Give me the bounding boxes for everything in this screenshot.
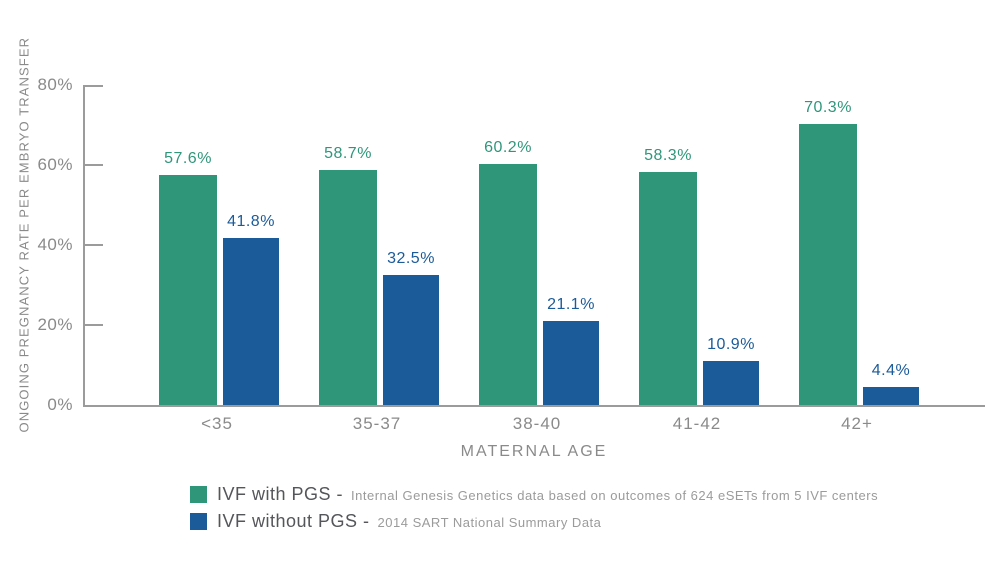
value-label-10.9%: 10.9% bbox=[707, 336, 755, 354]
legend-label-ivf-without-pgs: IVF without PGS - bbox=[217, 510, 370, 531]
y-tick-label-20%: 20% bbox=[37, 315, 73, 334]
legend-detail-ivf-with-pgs: Internal Genesis Genetics data based on … bbox=[351, 487, 879, 503]
bar-ivf-with-pgs-35-37 bbox=[319, 170, 377, 405]
y-tick-80% bbox=[85, 85, 103, 87]
bar-ivf-with-pgs-41-42 bbox=[639, 171, 697, 405]
value-label-60.2%: 60.2% bbox=[484, 139, 532, 157]
x-category-label-42+: 42+ bbox=[841, 414, 873, 433]
bar-ivf-with-pgs-38-40 bbox=[479, 164, 537, 405]
bar-ivf-with-pgs-42+ bbox=[799, 123, 857, 405]
value-label-32.5%: 32.5% bbox=[387, 250, 435, 267]
legend: IVF with PGS - Internal Genesis Genetics… bbox=[190, 483, 878, 537]
x-category-label-41-42: 41-42 bbox=[672, 414, 722, 433]
plot-area: 57.6% 41.8% 58.7% 32.5% 60.2% 21.1% 58.3% 10.9%… bbox=[83, 85, 985, 407]
value-label-70.3%: 70.3% bbox=[804, 98, 852, 116]
bar-ivf-without-pgs-38-40 bbox=[543, 320, 599, 405]
bar-group-41-42: 58.3% 10.9% bbox=[639, 85, 759, 405]
y-tick-label-0%: 0% bbox=[47, 395, 73, 414]
bar-group-38-40: 60.2% 21.1% bbox=[479, 85, 599, 405]
x-category-label-35-37: 35-37 bbox=[352, 414, 402, 433]
y-tick-40% bbox=[85, 244, 103, 246]
y-tick-label-60%: 60% bbox=[37, 155, 73, 174]
bar-group-35-37: 58.7% 32.5% bbox=[319, 85, 439, 405]
legend-swatch-blue bbox=[190, 512, 207, 530]
bar-ivf-without-pgs-41-42 bbox=[703, 361, 759, 405]
legend-detail-ivf-without-pgs: 2014 SART National Summary Data bbox=[377, 514, 602, 530]
value-label-41.8%: 41.8% bbox=[227, 212, 275, 230]
y-tick-60% bbox=[85, 164, 103, 166]
bar-ivf-without-pgs-35-37 bbox=[383, 275, 439, 405]
bar-group-42+: 70.3% 4.4% bbox=[799, 85, 919, 405]
legend-item-ivf-without-pgs: IVF without PGS - 2014 SART National Sum… bbox=[190, 510, 878, 532]
legend-swatch-green bbox=[190, 485, 207, 503]
value-label-58.7%: 58.7% bbox=[324, 145, 372, 163]
y-tick-label-80%: 80% bbox=[37, 75, 73, 94]
bar-ivf-with-pgs-<35 bbox=[159, 174, 217, 405]
value-label-21.1%: 21.1% bbox=[547, 295, 595, 313]
value-label-4.4%: 4.4% bbox=[871, 362, 911, 380]
x-category-label-38-40: 38-40 bbox=[512, 414, 562, 433]
x-axis-title: MATERNAL AGE bbox=[460, 443, 608, 460]
value-label-58.3%: 58.3% bbox=[644, 146, 692, 164]
value-label-57.6%: 57.6% bbox=[164, 149, 212, 167]
legend-label-ivf-with-pgs: IVF with PGS - bbox=[217, 483, 344, 504]
y-tick-label-40%: 40% bbox=[37, 235, 73, 254]
y-tick-20% bbox=[85, 324, 103, 326]
bar-ivf-without-pgs-<35 bbox=[223, 237, 279, 405]
bar-ivf-without-pgs-42+ bbox=[863, 387, 919, 405]
x-category-label-<35: <35 bbox=[201, 414, 233, 433]
legend-item-ivf-with-pgs: IVF with PGS - Internal Genesis Genetics… bbox=[190, 483, 878, 505]
bar-group-<35: 57.6% 41.8% bbox=[159, 85, 279, 405]
